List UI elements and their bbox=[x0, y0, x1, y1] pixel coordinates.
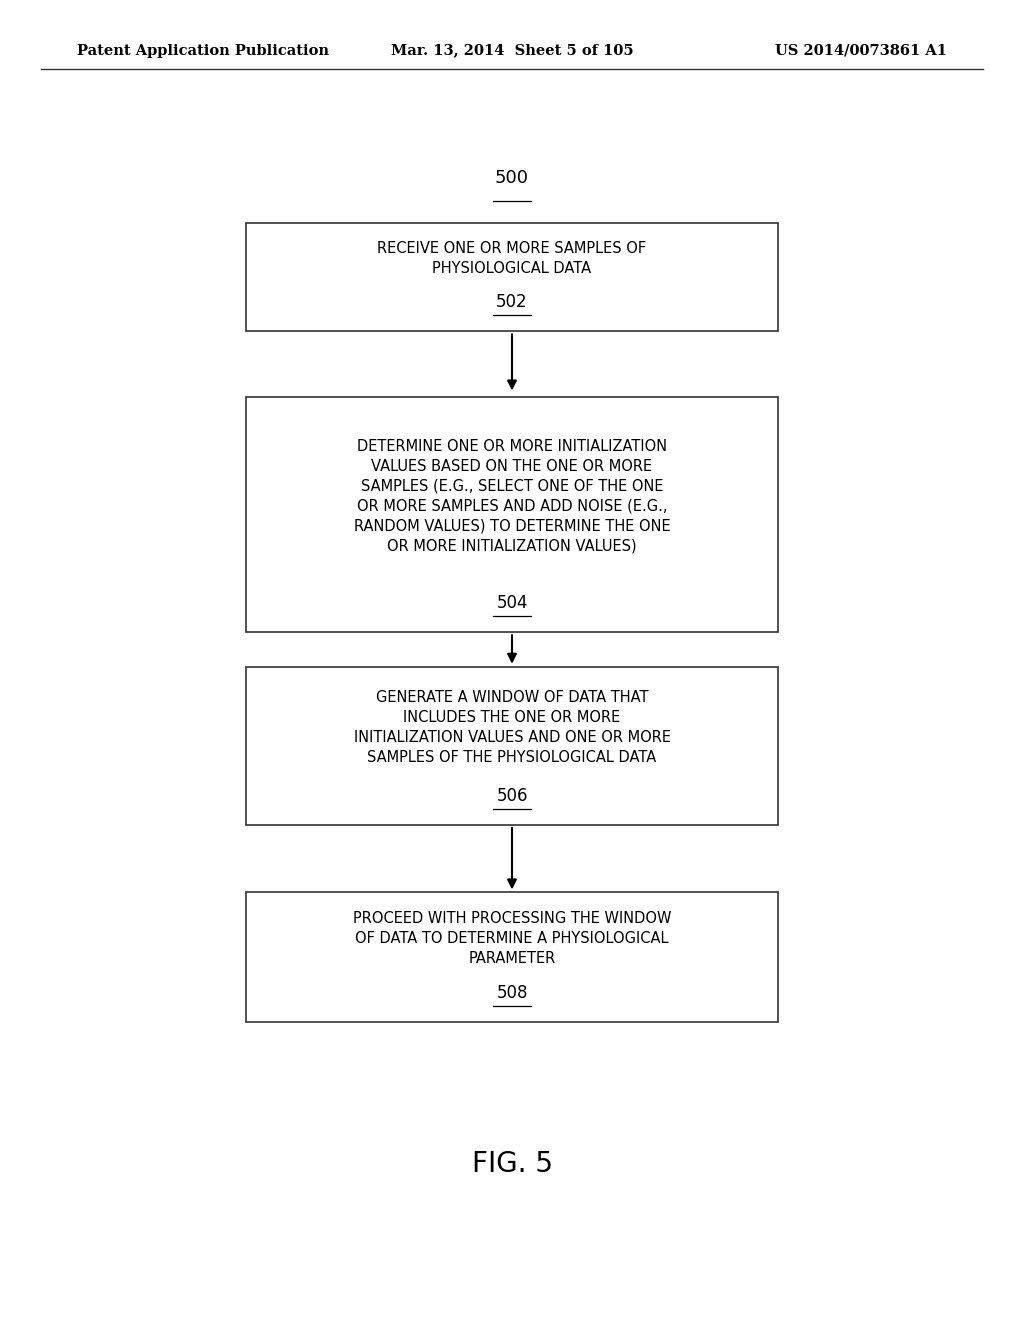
FancyBboxPatch shape bbox=[246, 667, 778, 825]
Text: 506: 506 bbox=[497, 787, 527, 805]
Text: DETERMINE ONE OR MORE INITIALIZATION
VALUES BASED ON THE ONE OR MORE
SAMPLES (E.: DETERMINE ONE OR MORE INITIALIZATION VAL… bbox=[353, 440, 671, 553]
Text: Patent Application Publication: Patent Application Publication bbox=[77, 44, 329, 58]
FancyBboxPatch shape bbox=[246, 892, 778, 1022]
Text: 508: 508 bbox=[497, 983, 527, 1002]
Text: RECEIVE ONE OR MORE SAMPLES OF
PHYSIOLOGICAL DATA: RECEIVE ONE OR MORE SAMPLES OF PHYSIOLOG… bbox=[378, 242, 646, 276]
Text: 500: 500 bbox=[495, 169, 529, 187]
Text: FIG. 5: FIG. 5 bbox=[471, 1150, 553, 1179]
FancyBboxPatch shape bbox=[246, 223, 778, 331]
Text: US 2014/0073861 A1: US 2014/0073861 A1 bbox=[775, 44, 947, 58]
Text: 502: 502 bbox=[497, 293, 527, 312]
FancyBboxPatch shape bbox=[246, 397, 778, 632]
Text: Mar. 13, 2014  Sheet 5 of 105: Mar. 13, 2014 Sheet 5 of 105 bbox=[391, 44, 633, 58]
Text: 504: 504 bbox=[497, 594, 527, 612]
Text: PROCEED WITH PROCESSING THE WINDOW
OF DATA TO DETERMINE A PHYSIOLOGICAL
PARAMETE: PROCEED WITH PROCESSING THE WINDOW OF DA… bbox=[352, 911, 672, 966]
Text: GENERATE A WINDOW OF DATA THAT
INCLUDES THE ONE OR MORE
INITIALIZATION VALUES AN: GENERATE A WINDOW OF DATA THAT INCLUDES … bbox=[353, 690, 671, 764]
